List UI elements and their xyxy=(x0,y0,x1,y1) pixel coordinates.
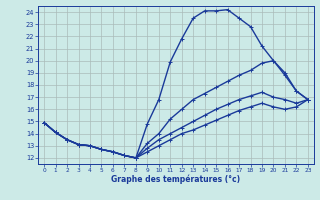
X-axis label: Graphe des températures (°c): Graphe des températures (°c) xyxy=(111,175,241,184)
